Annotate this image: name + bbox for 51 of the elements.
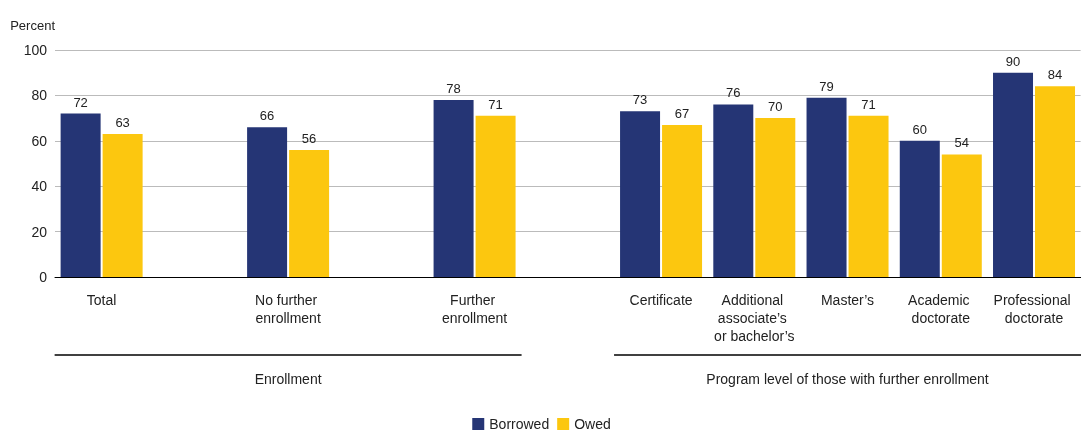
y-tick-label: 100 bbox=[23, 42, 48, 58]
bar bbox=[1035, 86, 1076, 277]
data-label: 60 bbox=[912, 121, 928, 137]
bar bbox=[662, 124, 703, 277]
bar bbox=[755, 118, 796, 277]
bar bbox=[993, 72, 1034, 277]
bar bbox=[806, 97, 847, 277]
data-label: 54 bbox=[954, 135, 970, 151]
text: Enrollment bbox=[254, 371, 322, 387]
data-label: 71 bbox=[488, 96, 503, 112]
data-label: 70 bbox=[768, 99, 783, 115]
data-label: 90 bbox=[1005, 53, 1021, 69]
bar bbox=[475, 115, 516, 277]
y-axis-title: Percent bbox=[10, 18, 56, 33]
data-label: 73 bbox=[632, 92, 648, 108]
bar bbox=[60, 113, 101, 277]
x-tick-label: Total bbox=[86, 292, 117, 308]
bar bbox=[433, 99, 474, 277]
x-tick-label: No further enrollment bbox=[255, 292, 322, 326]
bar bbox=[247, 127, 288, 277]
bar bbox=[289, 149, 330, 277]
x-tick-label: Further enrollment bbox=[441, 292, 508, 326]
data-label: 79 bbox=[819, 78, 834, 94]
text: Program level of those with further enrollment bbox=[706, 371, 989, 387]
data-label: 78 bbox=[446, 80, 461, 96]
legend-label: Owed bbox=[574, 416, 611, 432]
y-tick-label: 80 bbox=[31, 87, 48, 104]
y-tick-label: 0 bbox=[39, 269, 48, 285]
data-label: 67 bbox=[674, 105, 690, 121]
bar bbox=[941, 154, 982, 277]
x-tick-label: Additional associate’s or bachelor’s bbox=[714, 292, 795, 344]
data-label: 72 bbox=[73, 94, 88, 110]
legend-label: Borrowed bbox=[489, 416, 550, 432]
data-label: 71 bbox=[861, 96, 876, 112]
y-tick-label: 20 bbox=[31, 223, 48, 240]
x-tick-label: Master’s bbox=[820, 292, 875, 308]
data-label: 84 bbox=[1047, 67, 1063, 83]
y-tick-label: 60 bbox=[31, 132, 48, 149]
bar bbox=[848, 115, 889, 277]
x-tick-label: Professional doctorate bbox=[993, 292, 1075, 326]
bar bbox=[899, 140, 940, 277]
bar bbox=[102, 133, 143, 277]
bar bbox=[713, 104, 754, 277]
y-tick-label: 40 bbox=[31, 178, 48, 195]
x-tick-label: Certificate bbox=[629, 292, 693, 308]
data-label: 63 bbox=[115, 114, 130, 130]
data-label: 56 bbox=[301, 130, 317, 146]
bar bbox=[620, 111, 661, 277]
x-tick-label: Academic doctorate bbox=[908, 292, 974, 326]
data-label: 76 bbox=[726, 85, 741, 101]
data-label: 66 bbox=[259, 108, 275, 124]
